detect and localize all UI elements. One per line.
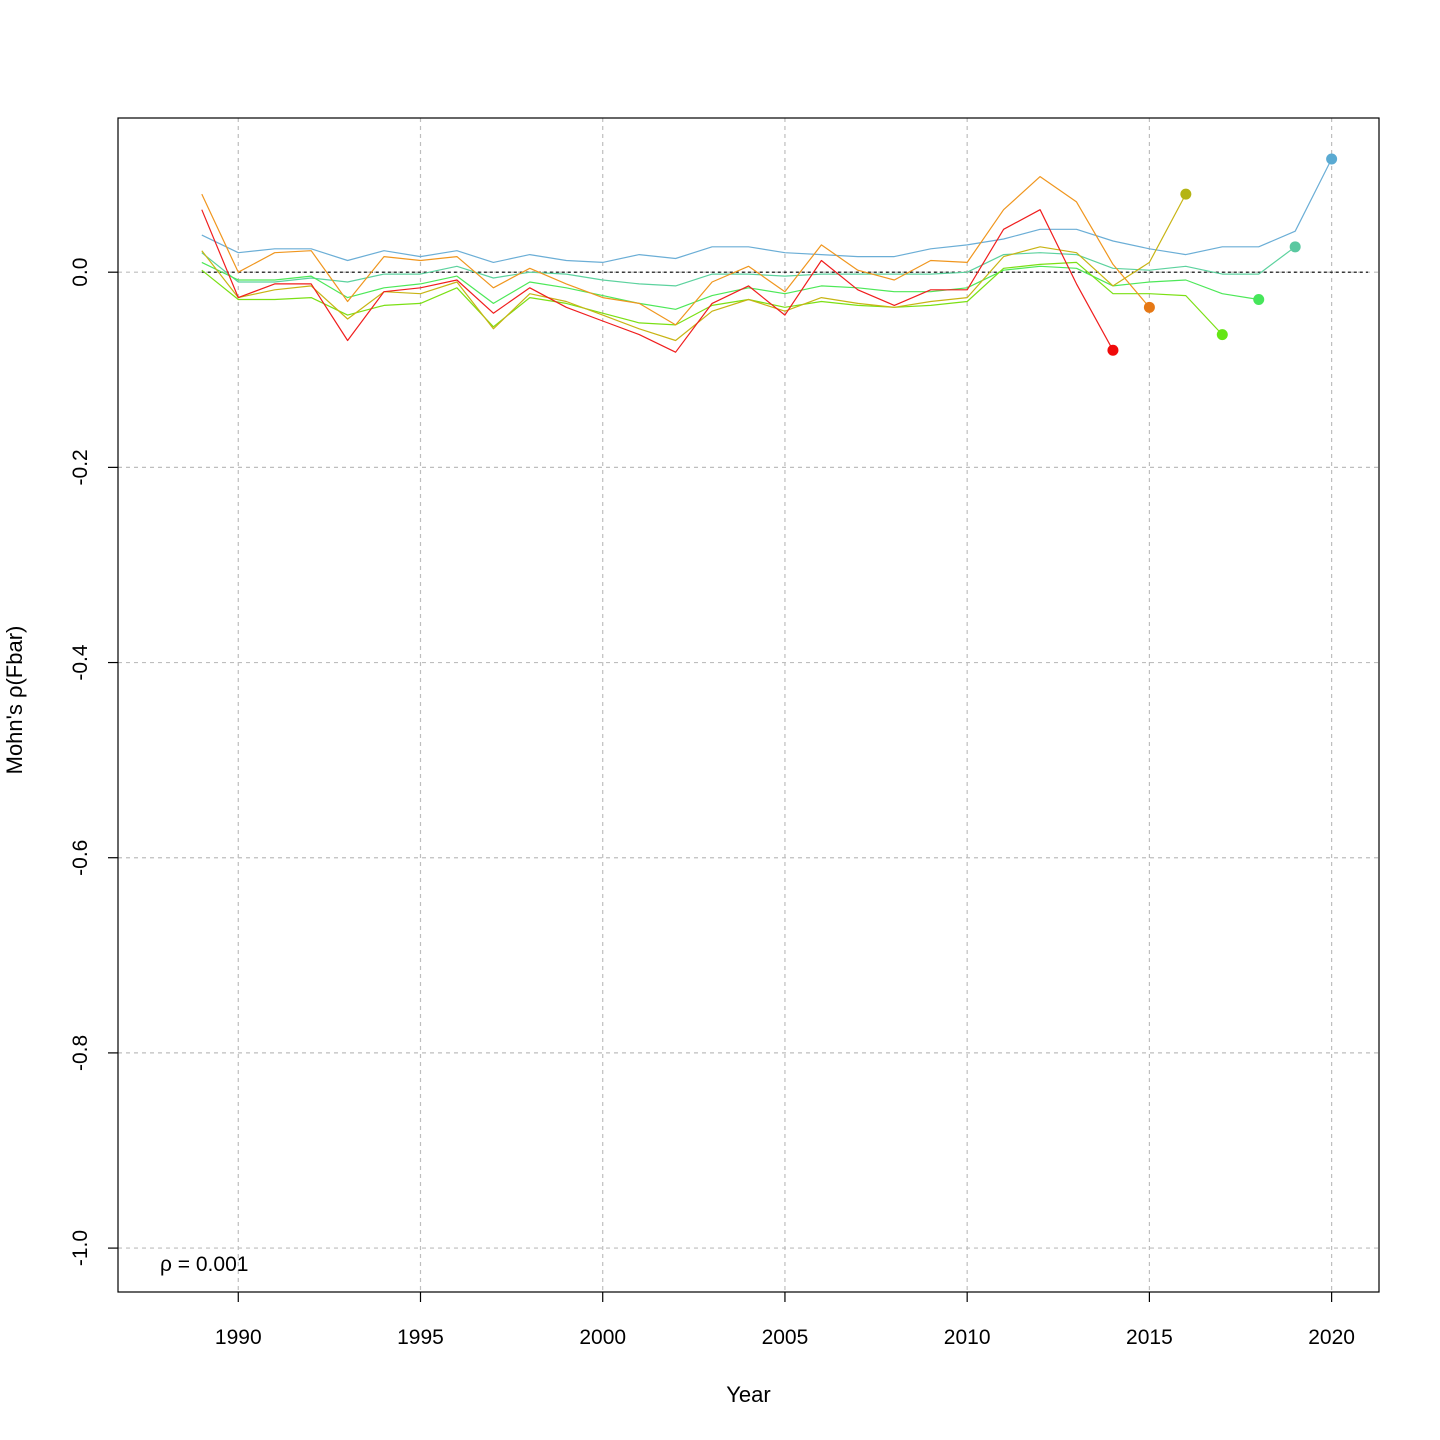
x-tick-label: 2005 <box>762 1326 809 1349</box>
y-tick-label: -0.8 <box>69 1035 92 1071</box>
x-axis-title: Year <box>726 1382 770 1407</box>
endpoint-marker-2020 <box>1326 153 1338 165</box>
endpoint-marker-2014 <box>1107 344 1119 356</box>
y-tick-label: -0.4 <box>69 644 92 681</box>
series-line-1 <box>201 158 1333 263</box>
endpoint-markers <box>1107 153 1338 356</box>
endpoint-marker-2015 <box>1143 301 1155 313</box>
x-tick-label: 2020 <box>1308 1326 1355 1349</box>
endpoint-marker-2016 <box>1180 188 1192 200</box>
endpoint-marker-2018 <box>1253 294 1265 306</box>
x-tick-label: 1990 <box>215 1326 262 1349</box>
y-axis-title: Mohn's ρ(Fbar) <box>2 626 27 775</box>
series-lines <box>201 158 1333 353</box>
series-line-5 <box>201 193 1187 342</box>
x-axis: 1990 1995 2000 2005 2010 2015 2020 <box>215 1292 1355 1349</box>
x-tick-label: 1995 <box>397 1326 444 1349</box>
y-axis: 0.0 -0.2 -0.4 -0.6 -0.8 -1.0 <box>69 258 118 1266</box>
series-line-7 <box>201 209 1114 353</box>
endpoint-marker-2019 <box>1289 241 1301 253</box>
series-line-4 <box>201 261 1223 336</box>
x-tick-label: 2010 <box>944 1326 991 1349</box>
grid-lines <box>118 118 1379 1292</box>
series-line-3 <box>201 261 1259 310</box>
x-tick-label: 2000 <box>579 1326 626 1349</box>
rho-annotation: ρ = 0.001 <box>160 1253 248 1276</box>
series-line-2 <box>201 246 1296 287</box>
endpoint-marker-2017 <box>1216 329 1228 341</box>
y-tick-label: -0.2 <box>69 449 92 485</box>
y-tick-label: 0.0 <box>69 258 92 287</box>
x-tick-label: 2015 <box>1126 1326 1173 1349</box>
y-tick-label: -0.6 <box>69 840 92 876</box>
series-line-6 <box>201 176 1150 326</box>
plot-frame <box>117 117 1380 1293</box>
y-tick-label: -1.0 <box>69 1230 92 1266</box>
